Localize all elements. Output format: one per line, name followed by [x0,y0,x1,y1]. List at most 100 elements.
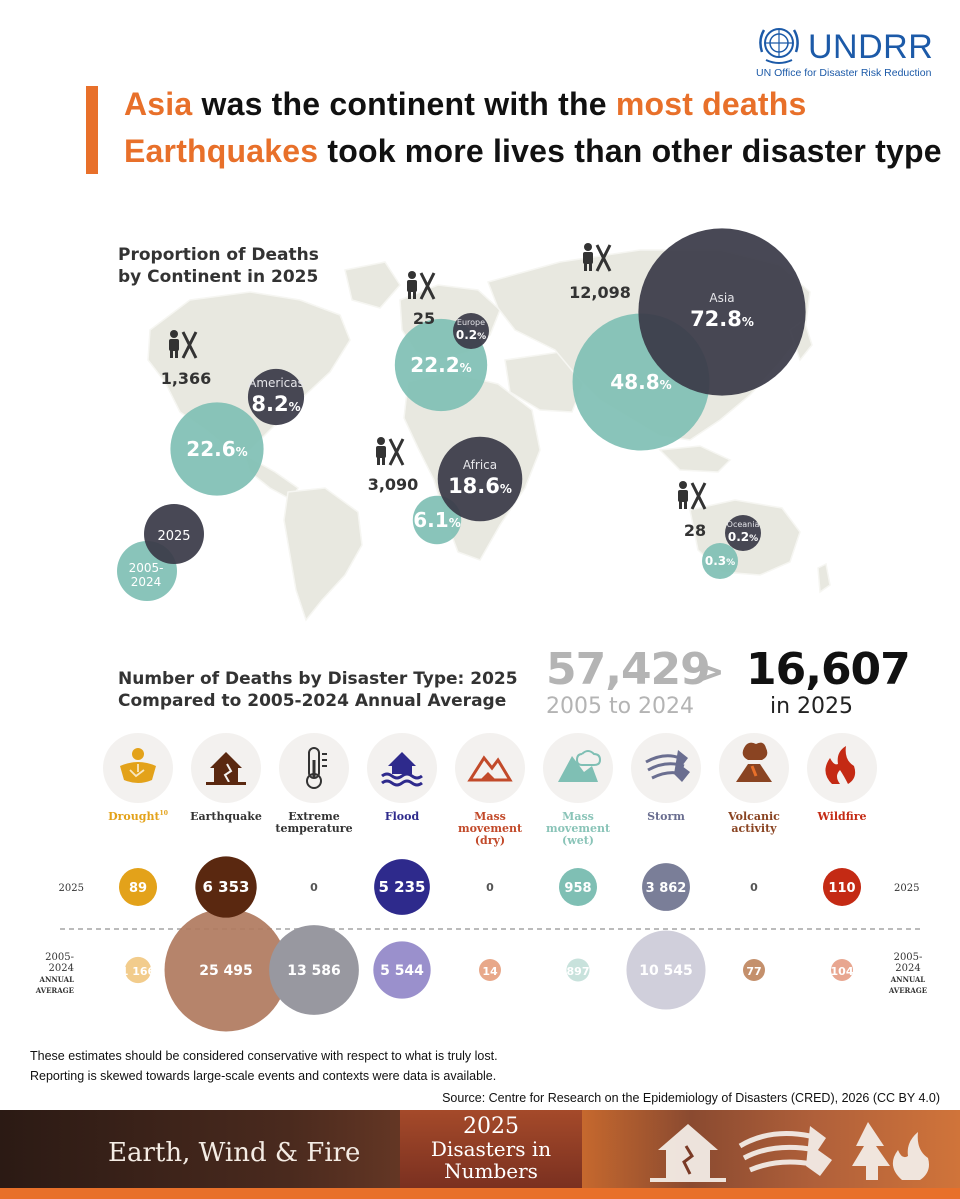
avg-value-label: 10 545 [639,963,693,979]
continent-name-asia: Asia [709,291,734,305]
disaster-label: Wildfire [816,810,866,823]
bubble-2025-asia [638,228,806,396]
bubble-2025-mark [823,868,861,906]
bubble-2025-mark [642,863,690,911]
total-2025-label: in 2025 [770,694,854,719]
bubble-avg-oceania [702,543,738,579]
bubble-avg-africa [412,495,462,545]
value-2025-label: 0 [310,881,318,894]
landslide-wet-icon [543,733,613,803]
legend-avg-label-1: 2005- [129,561,164,575]
avg-value-label: 77 [746,965,761,978]
disaster-deaths-chart: Number of Deaths by Disaster Type: 2025 … [35,669,927,1032]
total-average-label: 2005 to 2024 [546,694,695,719]
storm-icon [631,733,701,803]
banner-storm-icon [738,1126,832,1176]
banner-earthquake-icon [650,1124,726,1182]
banner-year: 2025 [463,1114,519,1139]
row-label-avg-right: ANNUAL [890,975,926,984]
bubble-avg-mark [373,941,431,999]
earthquake-icon [191,733,261,803]
landslide-dry-icon [455,733,525,803]
bubble-avg-mark [479,959,501,981]
bubble-avg-mark [124,956,152,984]
avg-value-label: 104 [831,965,854,978]
disaster-label: (wet) [562,834,594,847]
headline-highlight-deaths: most deaths [615,86,807,122]
disaster-label: Drought10 [108,810,168,823]
bubble-2025-africa [437,436,523,522]
continent-name-americas: Americas [248,376,304,390]
bubble-avg-mark [743,959,765,981]
disaster-label: temperature [275,822,352,835]
disaster-label: Volcanic [727,810,780,823]
person-x-icon [678,481,707,510]
avg-value-label: 897 [567,965,590,978]
undrr-logo: UNDRR UN Office for Disaster Risk Reduct… [754,22,934,82]
row-label-avg-left: 2024 [49,963,74,974]
bubble-avg-mark [831,959,853,981]
row-label-avg-right: 2005- [894,952,923,963]
avg-value-label: 25 495 [199,963,253,979]
bubble-2025-americas [247,368,305,426]
bubble-2025-mark [374,859,430,915]
drought-icon [103,733,173,803]
disaster-label: Storm [647,810,685,823]
disaster-label: movement [546,822,611,835]
value-2025-label: 89 [129,881,147,896]
banner-title-panel [400,1110,582,1188]
source-note: Source: Centre for Research on the Epide… [442,1091,940,1105]
volcano-icon [719,733,789,803]
banner-title-line-1: Disasters in [430,1137,552,1161]
banner-series-title: Earth, Wind & Fire [108,1138,361,1168]
disaster-label: movement [458,822,523,835]
value-2025-label: 0 [486,881,494,894]
map-chart-title-line-1: Proportion of Deaths [118,245,319,265]
banner-title: Disasters in Numbers [400,1138,582,1182]
bubble-avg-mark [269,925,359,1015]
person-x-icon [583,243,612,272]
deaths-2025-asia: 12,098 [569,283,631,302]
pct-2025-oceania: 0.2% [728,530,758,544]
value-2025-label: 0 [750,881,758,894]
person-x-icon [376,437,405,466]
bubble-2025-europe [453,313,489,349]
headline-highlight-asia: Asia [124,86,193,122]
deaths-2025-europe: 25 [413,309,435,328]
footnote-1: These estimates should be considered con… [30,1049,498,1063]
bubble-2025-mark [195,856,257,918]
bubble-avg-mark [626,930,706,1010]
legend-2025-bubble [144,504,204,564]
headline-accent-bar [86,86,98,174]
thermometer-icon [279,733,349,803]
logo-wordmark: UNDRR [808,28,934,66]
total-2025-value: 16,607 [746,644,911,695]
bubble-2025-mark [559,868,597,906]
value-2025-label: 958 [564,881,591,896]
value-2025-label: 3 862 [646,881,687,896]
banner-title-line-2: Numbers [444,1159,538,1183]
bubble-2025-mark [119,868,157,906]
disaster-label: Mass [474,810,506,823]
value-2025-label: 6 353 [203,878,250,896]
wildfire-icon [807,733,877,803]
continent-name-africa: Africa [463,458,497,472]
footnote-2: Reporting is skewed towards large-scale … [30,1069,497,1083]
avg-value-label: 1 166 [121,965,156,978]
bubble-avg-mark [566,958,590,982]
avg-value-label: 14 [482,965,498,978]
row-label-avg-left: AVERAGE [35,986,74,995]
disaster-label: Earthquake [190,810,262,823]
banner-stripe [0,1188,960,1199]
pct-avg-oceania: 0.3% [705,554,735,568]
disaster-label: Extreme [288,810,339,823]
un-emblem-icon [759,28,799,64]
value-2025-label: 110 [828,881,855,896]
value-2025-label: 5 235 [379,878,426,896]
disaster-label: activity [731,822,777,835]
disaster-label: Mass [562,810,594,823]
logo-subtitle: UN Office for Disaster Risk Reduction [756,67,932,79]
deaths-2025-africa: 3,090 [368,475,419,494]
bubble-avg-americas [170,402,264,496]
